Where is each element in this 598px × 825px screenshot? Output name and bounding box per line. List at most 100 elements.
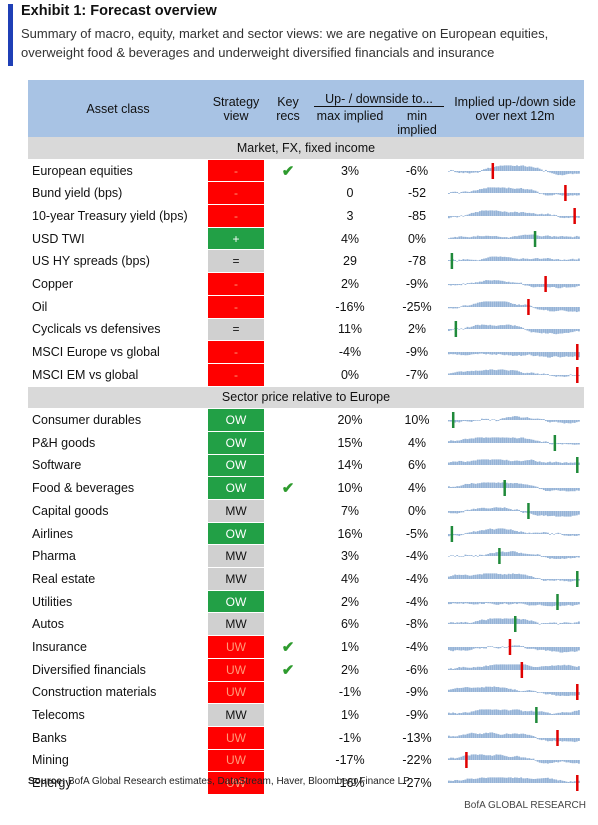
spark-bar <box>478 370 481 375</box>
spark-bar <box>499 755 502 761</box>
spark-bar <box>524 352 527 356</box>
spark-bar <box>472 508 475 511</box>
spark-bar <box>553 760 556 763</box>
implied-sparkline <box>446 771 584 795</box>
spark-bar <box>522 484 525 489</box>
spark-bar <box>514 325 516 330</box>
max-implied: 2% <box>312 272 388 296</box>
section-label: Sector price relative to Europe <box>28 386 584 410</box>
spark-bar <box>454 646 457 651</box>
spark-bar <box>555 692 558 697</box>
spark-bar <box>569 760 572 764</box>
spark-bar <box>542 760 545 764</box>
spark-bar <box>528 212 531 216</box>
spark-bar <box>450 575 452 579</box>
spark-bar <box>563 462 566 466</box>
spark-bar <box>478 601 481 604</box>
spark-bar <box>481 754 483 761</box>
spark-bar <box>481 418 483 421</box>
table-row: Oil - -16% -25% <box>28 295 584 319</box>
spark-bar <box>540 646 543 650</box>
implied-sparkline <box>446 272 584 296</box>
implied-sparkline <box>446 590 584 614</box>
spark-bar <box>454 510 457 514</box>
spark-bar <box>540 329 543 334</box>
spark-bar <box>553 665 556 670</box>
spark-bar <box>497 687 500 693</box>
spark-bar <box>530 601 533 605</box>
spark-bar <box>571 781 574 784</box>
forecast-table: Asset class Strategy view Key recs Up- /… <box>28 80 584 795</box>
spark-bar <box>454 736 457 738</box>
spark-bar <box>478 420 481 421</box>
spark-bar <box>499 710 502 716</box>
spark-bar <box>468 509 471 511</box>
spark-bar <box>489 646 492 647</box>
spark-bar <box>561 283 564 288</box>
table-row: USD TWI +4% 0% <box>28 227 584 251</box>
spark-bar <box>565 235 568 239</box>
spark-bar <box>505 324 508 330</box>
spark-bar <box>524 532 527 534</box>
spark-bar <box>448 215 450 219</box>
spark-bar <box>462 283 465 284</box>
spark-bar <box>557 215 560 217</box>
key-rec-empty <box>264 499 312 523</box>
spark-bar <box>534 510 537 515</box>
spark-bar <box>458 666 461 670</box>
spark-bar <box>511 709 514 716</box>
min-implied: 0% <box>388 499 446 523</box>
spark-bar <box>464 420 467 422</box>
spark-bar <box>466 575 469 579</box>
spark-bar <box>472 687 475 693</box>
spark-bar <box>507 573 510 579</box>
spark-bar <box>575 193 578 196</box>
spark-bar <box>532 691 535 693</box>
spark-bar <box>567 259 570 262</box>
spark-marker <box>576 366 579 383</box>
spark-bar <box>544 420 547 422</box>
spark-bar <box>456 352 459 355</box>
spark-bar <box>495 664 498 670</box>
spark-bar <box>476 687 479 693</box>
spark-bar <box>511 352 514 357</box>
spark-bar <box>478 733 481 738</box>
spark-bar <box>485 210 487 216</box>
spark-bar <box>540 532 543 534</box>
spark-bar <box>534 283 537 288</box>
spark-bar <box>478 260 481 262</box>
asset-name: Autos <box>28 612 208 637</box>
spark-bar <box>532 213 535 216</box>
spark-bar <box>561 235 564 239</box>
sparkline <box>448 593 580 610</box>
spark-bar <box>547 235 549 239</box>
spark-bar <box>551 236 553 239</box>
spark-bar <box>495 573 498 579</box>
spark-bar <box>565 283 568 288</box>
spark-bar <box>530 532 533 534</box>
spark-bar <box>468 213 471 216</box>
spark-bar <box>553 601 556 606</box>
spark-bar <box>476 260 479 262</box>
spark-bar <box>505 482 508 489</box>
table-row: Food & beverages OW ✔ 10% 4% <box>28 476 584 500</box>
spark-bar <box>514 509 516 511</box>
spark-bar <box>456 510 459 514</box>
spark-bar <box>551 283 553 287</box>
spark-bar <box>476 235 479 239</box>
spark-bar <box>487 301 490 307</box>
spark-bar <box>551 215 553 216</box>
spark-bar <box>530 213 533 216</box>
spark-bar <box>547 352 549 358</box>
key-rec-empty <box>264 522 312 546</box>
implied-sparkline <box>446 454 584 478</box>
spark-bar <box>503 618 506 625</box>
spark-bar <box>524 711 527 716</box>
spark-bar <box>577 665 580 670</box>
spark-bar <box>470 212 473 216</box>
spark-bar <box>573 488 576 492</box>
spark-bar <box>499 187 502 194</box>
spark-bar <box>573 601 576 605</box>
asset-name: Construction materials <box>28 681 208 705</box>
spark-bar <box>452 622 454 625</box>
